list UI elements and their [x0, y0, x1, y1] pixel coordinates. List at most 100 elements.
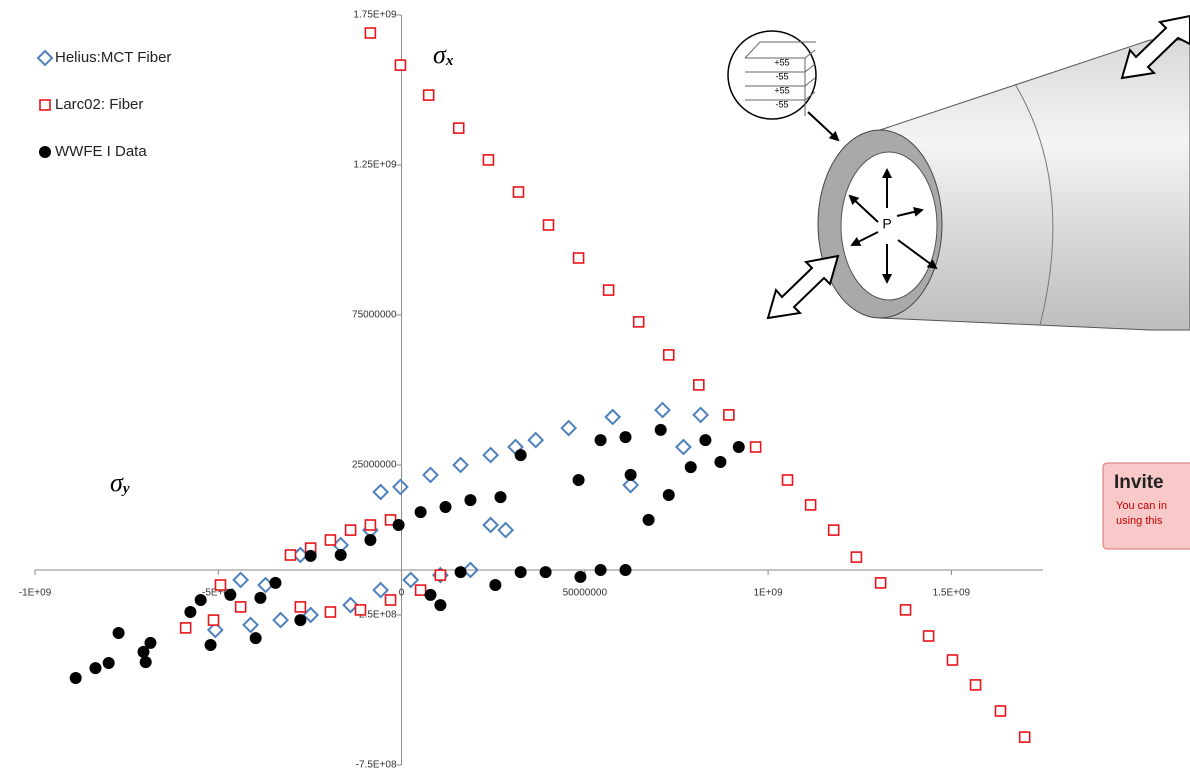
point — [372, 581, 390, 599]
point — [206, 621, 224, 639]
point — [422, 466, 439, 484]
point — [494, 491, 507, 504]
popup-text: using this — [1116, 515, 1163, 527]
point — [384, 594, 397, 606]
point — [364, 534, 377, 546]
point — [594, 434, 607, 447]
point — [452, 122, 465, 134]
cylinder-bore — [840, 151, 938, 301]
point — [324, 606, 337, 618]
point — [454, 566, 467, 579]
point — [675, 438, 692, 456]
point — [439, 501, 452, 513]
point — [994, 705, 1007, 717]
point — [414, 584, 427, 596]
popup-title: Invite — [1114, 472, 1164, 493]
legend-label: Helius:MCT Fiber — [55, 49, 171, 66]
point — [204, 639, 217, 651]
point — [969, 679, 982, 691]
ply-inset — [727, 30, 817, 120]
point — [692, 406, 710, 424]
point — [249, 632, 262, 645]
ply-label: +55 — [774, 85, 789, 95]
point — [804, 499, 817, 511]
point — [232, 571, 250, 589]
point — [342, 596, 360, 614]
point — [594, 564, 607, 576]
point — [624, 468, 637, 481]
point — [850, 551, 863, 563]
point — [514, 449, 527, 462]
point — [89, 662, 102, 675]
y-tick-label: 1.25E+09 — [353, 160, 397, 171]
point — [184, 606, 197, 618]
pressure-arrows — [848, 168, 938, 284]
popup-box[interactable] — [1102, 462, 1190, 550]
point — [214, 579, 227, 591]
point — [560, 419, 578, 437]
point — [272, 611, 289, 629]
legend: Helius:MCT Fiber Larc02: Fiber WWFE I Data — [36, 49, 171, 160]
legend-marker — [39, 99, 51, 111]
point — [489, 579, 502, 591]
ply-lines — [744, 41, 816, 116]
point — [269, 576, 282, 589]
point — [482, 154, 495, 166]
legend-label: Larc02: Fiber — [55, 96, 143, 113]
popup-text: You can in — [1116, 500, 1167, 512]
point — [604, 408, 622, 426]
point — [242, 616, 259, 634]
y-tick-label: 75000000 — [352, 310, 397, 321]
point — [482, 516, 500, 534]
point — [194, 594, 207, 606]
legend-marker — [36, 49, 54, 67]
point — [284, 549, 297, 561]
point — [542, 219, 555, 231]
point — [1018, 731, 1031, 743]
y-axis-label: σx — [433, 40, 454, 69]
point — [946, 654, 959, 666]
point — [364, 519, 377, 531]
point — [684, 461, 697, 474]
x-tick-label: -5E+08 — [202, 588, 235, 599]
y-tick-label: -7.5E+08 — [356, 760, 397, 771]
point — [392, 478, 409, 496]
y-tick-label: -2.5E+08 — [356, 610, 397, 621]
point — [572, 252, 585, 264]
point — [527, 431, 545, 449]
pressure-label: P — [882, 216, 891, 232]
point — [179, 622, 192, 634]
cylinder-seam — [1014, 83, 1054, 326]
point — [572, 474, 585, 486]
point — [102, 657, 115, 669]
point — [372, 483, 390, 501]
point — [144, 636, 157, 649]
point — [899, 604, 912, 616]
point — [693, 379, 705, 391]
y-tick-label: 25000000 — [352, 460, 397, 471]
point — [654, 423, 667, 436]
point — [482, 446, 500, 464]
point — [422, 89, 435, 101]
ply-label: -55 — [775, 99, 788, 109]
popup[interactable]: Invite You can in using this — [1102, 462, 1190, 550]
point — [324, 534, 337, 546]
ply-label: +55 — [774, 57, 789, 67]
point — [434, 569, 447, 581]
point — [137, 645, 150, 658]
point — [602, 284, 615, 296]
point — [622, 476, 640, 494]
point — [539, 566, 552, 579]
pressure-vessel-diagram: P +55 -55 +55 -55 — [727, 14, 1190, 331]
legend-marker — [39, 146, 51, 158]
point — [619, 431, 632, 444]
point — [662, 489, 675, 501]
point — [414, 506, 427, 519]
point — [254, 591, 267, 604]
point — [112, 627, 125, 639]
x-tick-label: -1E+09 — [19, 588, 52, 599]
point — [234, 601, 247, 613]
point — [294, 614, 307, 627]
point — [434, 599, 447, 612]
